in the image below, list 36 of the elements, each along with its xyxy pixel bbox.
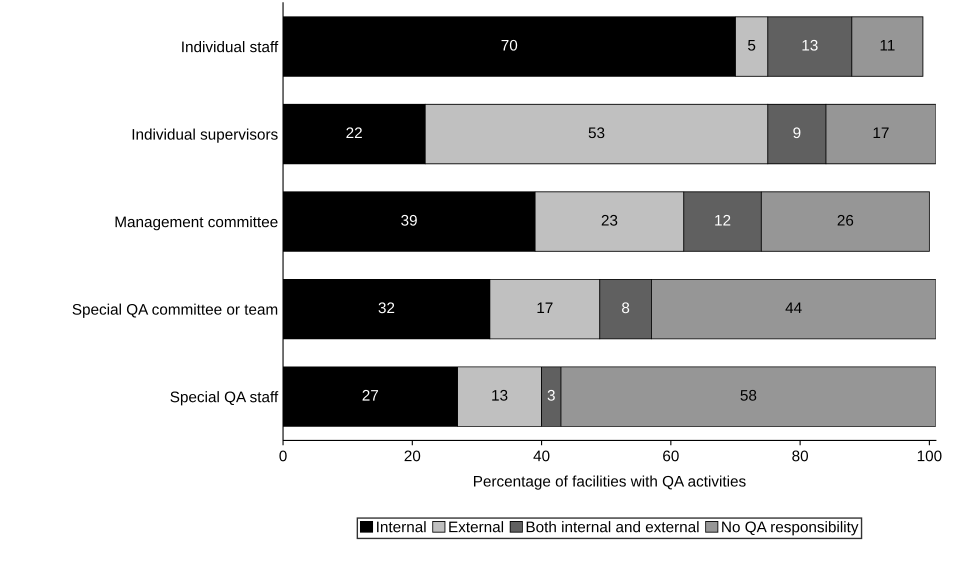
data-label: 17	[874, 128, 889, 138]
legend-label: External	[449, 521, 504, 532]
y-tick-label: Individual supervisors	[132, 128, 278, 143]
data-label: 9	[793, 127, 800, 138]
data-label: 17	[537, 302, 553, 314]
data-label: 53	[588, 127, 604, 138]
legend-label: No QA responsibility	[722, 521, 858, 536]
data-label: 70	[502, 40, 518, 51]
x-tick-label: 0	[279, 450, 287, 462]
x-tick-label: 60	[663, 450, 679, 462]
x-tick-label: 100	[918, 450, 942, 462]
x-tick-label: 20	[404, 450, 420, 462]
data-label: 58	[740, 390, 756, 401]
x-tick-label: 40	[533, 450, 550, 462]
data-label: 39	[401, 214, 417, 226]
data-label: 32	[378, 302, 394, 314]
data-label: 22	[346, 127, 362, 138]
x-axis-title: Percentage of facilities with QA activities	[474, 475, 746, 490]
data-label: 44	[786, 302, 802, 314]
data-label: 12	[715, 214, 730, 226]
y-tick-label: Management committee	[116, 216, 278, 230]
data-label: 3	[548, 390, 555, 401]
y-tick-label: Special QA committee or team	[72, 304, 278, 318]
data-label: 13	[802, 40, 818, 51]
data-label: 11	[880, 40, 895, 51]
data-label: 8	[622, 302, 630, 314]
data-label: 26	[838, 214, 854, 226]
data-label: 27	[362, 390, 378, 401]
x-tick-label: 80	[792, 450, 808, 462]
data-label: 13	[492, 390, 508, 401]
legend-label: Internal	[377, 521, 426, 532]
y-tick-label: Special QA staff	[170, 391, 278, 406]
legend-label: Both internal and external	[526, 521, 699, 532]
data-label: 23	[602, 214, 618, 226]
y-tick-label: Individual staff	[182, 41, 278, 52]
data-label: 5	[748, 40, 756, 51]
